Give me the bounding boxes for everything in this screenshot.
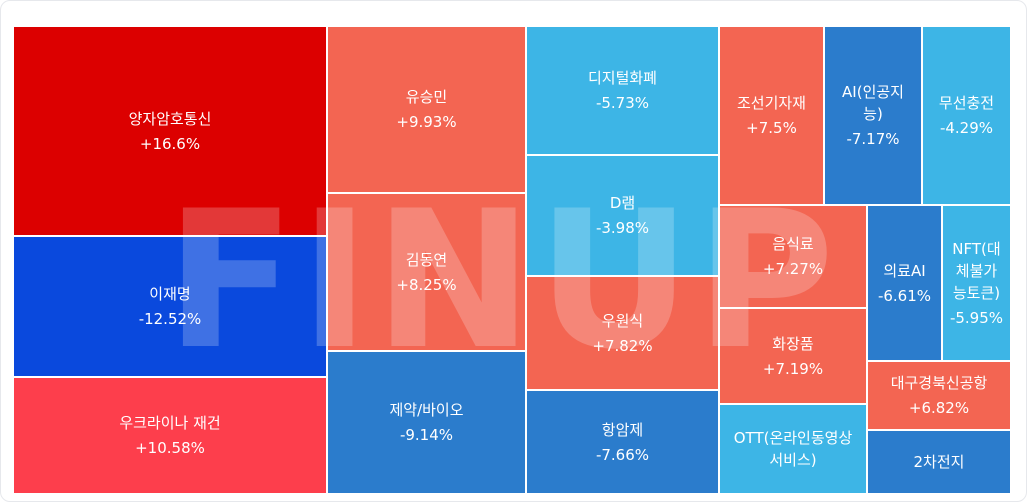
cell-name: 화장품	[772, 334, 814, 353]
cell-name: AI(인공지 능)	[842, 83, 904, 123]
treemap-cell[interactable]: 대구경북신공항 +6.82%	[868, 362, 1012, 431]
cell-change: +9.93%	[396, 113, 457, 131]
cell-change: -4.29%	[939, 119, 994, 137]
cell-name: 디지털화폐	[587, 69, 657, 87]
treemap-cell[interactable]: 의료AI -6.61%	[868, 206, 943, 362]
treemap-cell[interactable]: 유승민 +9.93%	[328, 27, 527, 194]
treemap-cell[interactable]: 조선기자재 +7.5%	[720, 27, 825, 206]
treemap-cell[interactable]: 제약/바이오 -9.14%	[328, 352, 527, 495]
cell-change: +16.6%	[139, 134, 201, 153]
cell-name: 의료AI	[883, 261, 926, 280]
treemap-cell[interactable]: AI(인공지 능) -7.17%	[825, 27, 923, 206]
treemap-cell[interactable]: 양자암호통신 +16.6%	[14, 27, 328, 237]
treemap-cell[interactable]: 이재명 -12.52%	[14, 237, 328, 378]
cell-change: -3.98%	[595, 219, 650, 237]
treemap-cell[interactable]: 음식료 +7.27%	[720, 206, 868, 309]
cell-name: 항암제	[601, 420, 644, 439]
cell-name: 제약/바이오	[389, 401, 464, 419]
cell-change: -5.95%	[949, 308, 1004, 327]
cell-name: 이재명	[149, 285, 191, 303]
treemap-cell[interactable]: 디지털화폐 -5.73%	[527, 27, 720, 156]
cell-change: +8.25%	[396, 275, 457, 294]
treemap-cell[interactable]: 2차전지	[868, 431, 1012, 495]
cell-name: 우원식	[601, 311, 644, 330]
cell-change: -12.52%	[138, 310, 202, 328]
treemap-cell[interactable]: OTT(온라인동영상 서비스)	[720, 405, 868, 495]
treemap-cell[interactable]: 우원식 +7.82%	[527, 277, 720, 391]
cell-change: +7.19%	[762, 359, 824, 378]
cell-name: 김동연	[405, 250, 448, 269]
cell-name: 양자암호통신	[128, 109, 212, 128]
cell-name: 2차전지	[913, 453, 965, 471]
cell-change: +10.58%	[135, 439, 205, 457]
cell-name: 음식료	[772, 235, 814, 253]
treemap-cell[interactable]: 김동연 +8.25%	[328, 194, 527, 352]
cell-change: -6.61%	[877, 286, 932, 305]
treemap-cell[interactable]: 무선충전 -4.29%	[923, 27, 1012, 206]
cell-change: +7.27%	[762, 260, 824, 278]
treemap-cell[interactable]: D램 -3.98%	[527, 156, 720, 277]
cell-name: 대구경북신공항	[890, 374, 988, 392]
treemap-cell[interactable]: NFT(대 체불가 능토큰) -5.95%	[943, 206, 1012, 362]
cell-change: -5.73%	[595, 94, 650, 112]
cell-change: +7.82%	[592, 336, 653, 355]
cell-name: 무선충전	[938, 94, 995, 112]
cell-name: OTT(온라인동영상 서비스)	[733, 429, 853, 469]
treemap-cell[interactable]: 우크라이나 재건 +10.58%	[14, 378, 328, 495]
cell-name: 유승민	[405, 88, 448, 106]
treemap-cell[interactable]: 화장품 +7.19%	[720, 309, 868, 405]
cell-name: 조선기자재	[736, 94, 806, 112]
cell-change: -9.14%	[399, 426, 454, 444]
cell-change: +6.82%	[908, 399, 970, 417]
cell-name: D램	[609, 194, 636, 212]
treemap-cell[interactable]: 항암제 -7.66%	[527, 391, 720, 495]
cell-name: 우크라이나 재건	[119, 414, 221, 432]
cell-name: NFT(대 체불가 능토큰)	[952, 239, 1001, 302]
cell-change: +7.5%	[746, 119, 797, 137]
cell-change: -7.17%	[846, 130, 900, 148]
cell-change: -7.66%	[595, 445, 650, 464]
